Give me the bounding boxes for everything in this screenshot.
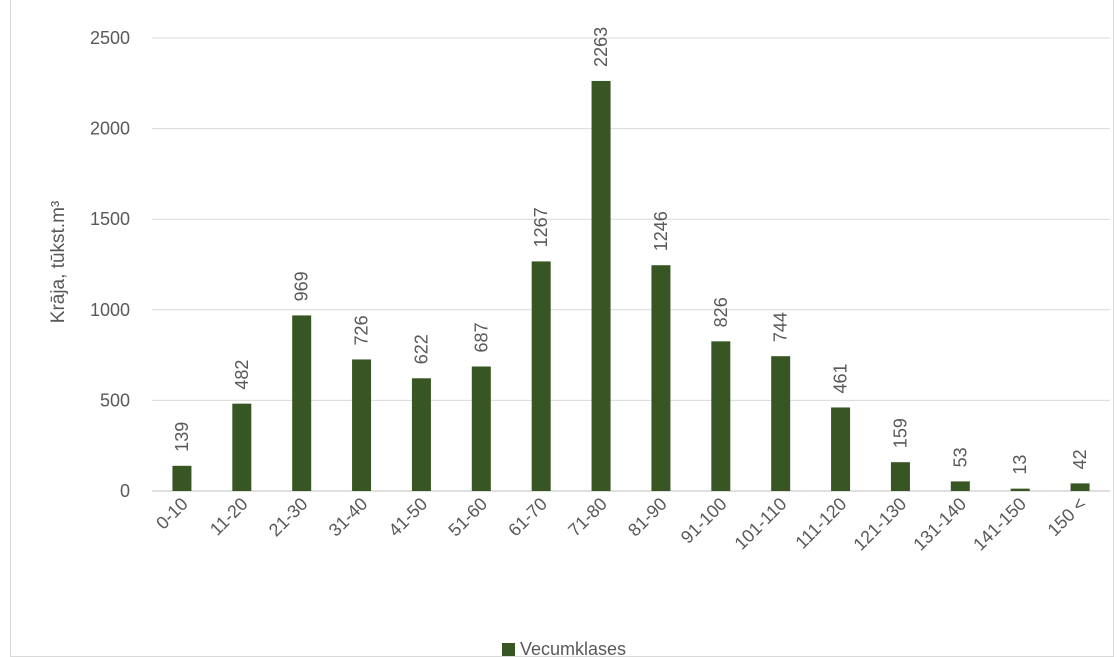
x-tick-label: 21-30: [265, 494, 312, 541]
y-tick-label: 500: [100, 390, 130, 410]
bar: [1010, 488, 1030, 491]
data-label: 13: [1010, 455, 1030, 475]
bar: [831, 407, 851, 491]
x-tick-label: 51-60: [444, 494, 491, 541]
data-label: 42: [1070, 449, 1090, 469]
bar: [1070, 483, 1090, 491]
data-label: 482: [232, 360, 252, 390]
x-tick-label: 41-50: [385, 494, 432, 541]
data-label: 461: [831, 363, 851, 393]
x-tick-label: 81-90: [624, 494, 671, 541]
data-label: 139: [172, 422, 192, 452]
bar: [352, 359, 372, 491]
x-tick-label: 101-110: [731, 494, 791, 554]
bar: [651, 265, 671, 491]
x-tick-label: 0-10: [152, 494, 192, 534]
data-label: 159: [890, 418, 910, 448]
bar: [232, 403, 252, 491]
x-tick-label: 150 <: [1044, 494, 1090, 540]
x-tick-label: 121-130: [849, 494, 910, 555]
bars: [172, 80, 1090, 491]
data-label: 622: [411, 334, 431, 364]
x-tick-label: 111-120: [791, 494, 850, 553]
x-tick-label: 91-100: [677, 494, 731, 548]
x-tick-label: 131-140: [909, 494, 970, 555]
bar: [591, 80, 611, 491]
x-tick-label: 141-150: [969, 494, 1030, 555]
gridlines: [152, 37, 1110, 492]
data-label: 53: [950, 447, 970, 467]
x-axis-ticks: 0-10 11-20 21-30 31-40 41-50 51-60 61-70 71-80 8…: [152, 494, 1090, 555]
x-tick-label: 61-70: [504, 494, 551, 541]
bar: [890, 462, 910, 491]
y-tick-label: 1000: [90, 300, 130, 320]
y-tick-label: 2000: [90, 119, 130, 139]
x-tick-label: 71-80: [564, 494, 611, 541]
y-axis-ticks: 0 500 1000 1500 2000 2500: [90, 28, 130, 501]
bar: [950, 481, 970, 491]
bar: [471, 366, 491, 491]
data-label: 969: [292, 271, 312, 301]
bar: [411, 378, 431, 491]
bar: [531, 261, 551, 491]
data-label: 744: [771, 312, 791, 342]
data-label: 687: [471, 322, 491, 352]
bar: [711, 341, 731, 491]
bar: [172, 465, 192, 491]
data-labels: 139 482 969 726 622 687 1267 2263 1246 826 744 461 1…: [172, 27, 1090, 475]
legend-swatch: [502, 643, 515, 656]
data-label: 1246: [651, 211, 671, 251]
data-label: 2263: [591, 27, 611, 67]
y-axis-title: Krāja, tūkst.m³: [48, 201, 69, 323]
y-tick-label: 1500: [90, 209, 130, 229]
y-tick-label: 0: [120, 481, 130, 501]
data-label: 826: [711, 297, 731, 327]
legend-label: Vecumklases: [520, 639, 626, 657]
x-tick-label: 31-40: [325, 494, 372, 541]
bar: [771, 356, 791, 491]
data-label: 1267: [531, 207, 551, 247]
legend: Vecumklases: [502, 639, 626, 657]
y-tick-label: 2500: [90, 28, 130, 48]
data-label: 726: [352, 315, 372, 345]
x-tick-label: 11-20: [206, 494, 252, 540]
bar: [292, 315, 312, 491]
